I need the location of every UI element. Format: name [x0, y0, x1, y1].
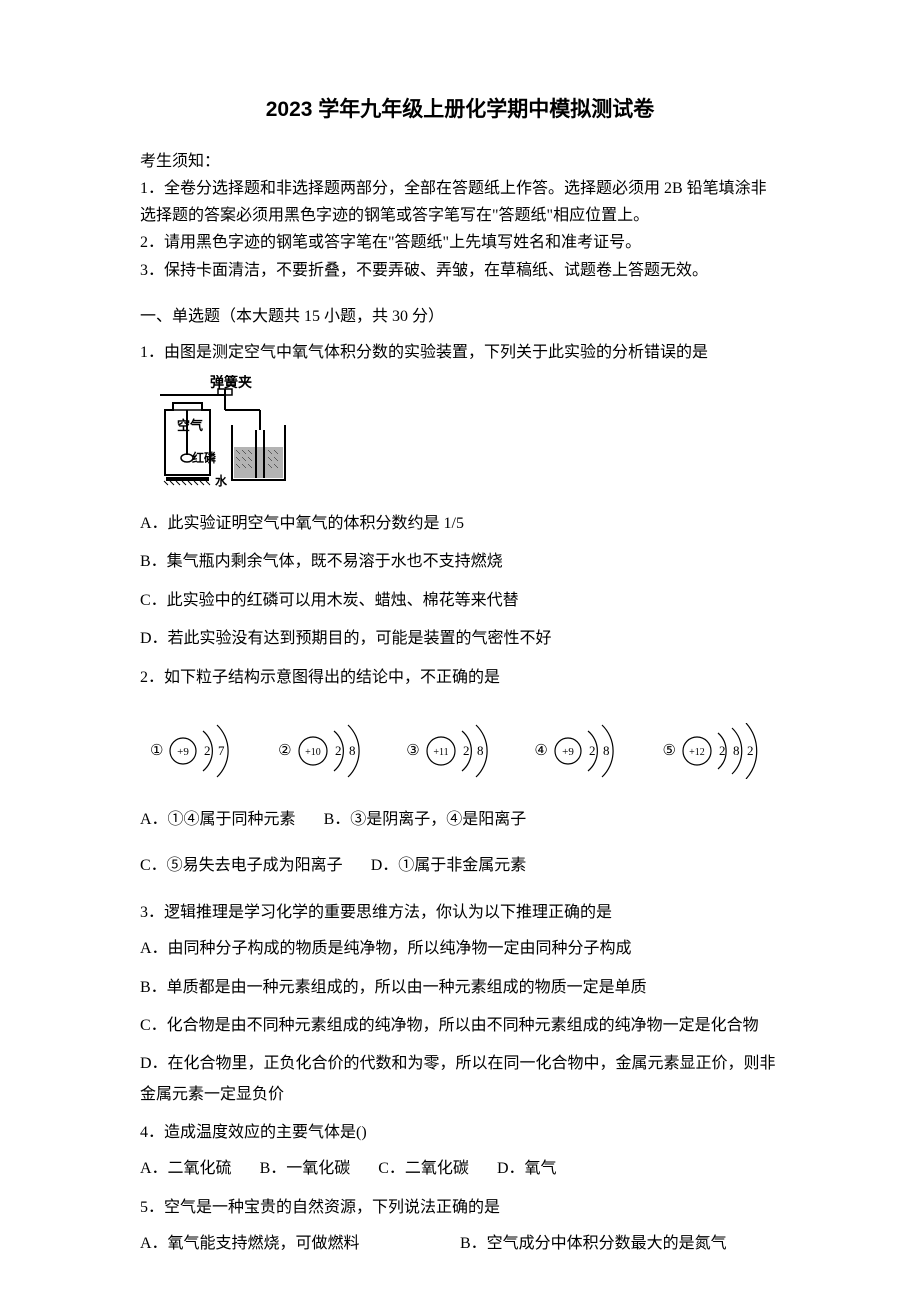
page-title: 2023 学年九年级上册化学期中模拟测试卷	[140, 90, 780, 130]
question-4-text: 4．造成温度效应的主要气体是()	[140, 1118, 780, 1148]
atom-4-shell-1: 2	[589, 743, 596, 758]
question-5: 5．空气是一种宝贵的自然资源，下列说法正确的是 A．氧气能支持燃烧，可做燃料 B…	[140, 1193, 780, 1268]
atom-3: ③ +11 2 8	[406, 723, 495, 779]
question-4-option-c: C．二氧化碳	[378, 1154, 469, 1184]
question-1: 1．由图是测定空气中氧气体积分数的实验装置，下列关于此实验的分析错误的是 弹簧夹…	[140, 338, 780, 654]
instruction-1: 1．全卷分选择题和非选择题两部分，全部在答题纸上作答。选择题必须用 2B 铅笔填…	[140, 175, 780, 229]
question-4-option-d: D．氧气	[497, 1154, 557, 1184]
question-1-text: 1．由图是测定空气中氧气体积分数的实验装置，下列关于此实验的分析错误的是	[140, 338, 780, 368]
atom-2-shell-1: 2	[335, 743, 342, 758]
question-3: 3．逻辑推理是学习化学的重要思维方法，你认为以下推理正确的是 A．由同种分子构成…	[140, 898, 780, 1110]
atom-4-shell-2: 8	[603, 743, 610, 758]
question-3-option-c: C．化合物是由不同种元素组成的纯净物，所以由不同种元素组成的纯净物一定是化合物	[140, 1011, 780, 1041]
atom-2: ② +10 2 8	[278, 723, 367, 779]
question-4-option-b: B．一氧化碳	[260, 1154, 351, 1184]
question-2-option-b: B．③是阴离子，④是阳离子	[324, 805, 527, 835]
diagram-label-water: 水	[215, 473, 228, 488]
diagram-label-air: 空气	[177, 418, 203, 433]
atom-3-shell-1: 2	[463, 743, 470, 758]
question-4: 4．造成温度效应的主要气体是() A．二氧化硫 B．一氧化碳 C．二氧化碳 D．…	[140, 1118, 780, 1185]
atom-5-label: ⑤	[663, 737, 676, 766]
question-2-option-d: D．①属于非金属元素	[371, 851, 527, 881]
instruction-3: 3．保持卡面清洁，不要折叠，不要弄破、弄皱，在草稿纸、试题卷上答题无效。	[140, 257, 780, 284]
question-1-diagram: 弹簧夹 空气 红磷	[160, 375, 780, 501]
question-5-text: 5．空气是一种宝贵的自然资源，下列说法正确的是	[140, 1193, 780, 1223]
instructions-block: 考生须知： 1．全卷分选择题和非选择题两部分，全部在答题纸上作答。选择题必须用 …	[140, 148, 780, 284]
question-2-option-c: C．⑤易失去电子成为阳离子	[140, 851, 343, 881]
atom-3-shell-2: 8	[477, 743, 484, 758]
question-1-option-c: C．此实验中的红磷可以用木炭、蜡烛、棉花等来代替	[140, 586, 780, 616]
question-1-option-b: B．集气瓶内剩余气体，既不易溶于水也不支持燃烧	[140, 547, 780, 577]
question-3-option-a: A．由同种分子构成的物质是纯净物，所以纯净物一定由同种分子构成	[140, 934, 780, 964]
question-2: 2．如下粒子结构示意图得出的结论中，不正确的是 ① +9 2 7 ② +10	[140, 663, 780, 890]
diagram-label-phosphorus: 红磷	[192, 450, 217, 465]
atom-5-shell-2: 8	[733, 743, 740, 758]
atom-1-shell-1: 2	[204, 743, 211, 758]
question-1-option-a: A．此实验证明空气中氧气的体积分数约是 1/5	[140, 509, 780, 539]
atom-4-label: ④	[534, 737, 547, 766]
atom-1-label: ①	[150, 737, 163, 766]
atom-4-core: +9	[562, 746, 574, 758]
section-1-header: 一、单选题（本大题共 15 小题，共 30 分）	[140, 302, 780, 332]
atom-2-core: +10	[305, 747, 321, 758]
atom-3-label: ③	[406, 737, 419, 766]
atom-1-shell-2: 7	[218, 743, 225, 758]
atom-3-core: +11	[433, 747, 448, 758]
question-5-option-b: B．空气成分中体积分数最大的是氮气	[460, 1229, 780, 1259]
atom-5-shell-3: 2	[747, 743, 754, 758]
instruction-2: 2．请用黑色字迹的钢笔或答字笔在"答题纸"上先填写姓名和准考证号。	[140, 229, 780, 256]
question-3-option-d: D．在化合物里，正负化合价的代数和为零，所以在同一化合物中，金属元素显正价，则非…	[140, 1049, 780, 1110]
atom-5: ⑤ +12 2 8 2	[663, 723, 770, 779]
atom-2-label: ②	[278, 737, 291, 766]
atom-5-core: +12	[689, 747, 705, 758]
atom-1: ① +9 2 7	[150, 723, 239, 779]
atom-4: ④ +9 2 8	[534, 723, 623, 779]
question-2-option-a: A．①④属于同种元素	[140, 805, 296, 835]
instructions-header: 考生须知：	[140, 148, 780, 175]
question-4-option-a: A．二氧化硫	[140, 1154, 232, 1184]
question-1-option-d: D．若此实验没有达到预期目的，可能是装置的气密性不好	[140, 624, 780, 654]
atom-1-core: +9	[178, 746, 190, 758]
atom-diagrams: ① +9 2 7 ② +10 2 8	[140, 723, 780, 779]
atom-2-shell-2: 8	[349, 743, 356, 758]
question-2-text: 2．如下粒子结构示意图得出的结论中，不正确的是	[140, 663, 780, 693]
question-3-option-b: B．单质都是由一种元素组成的，所以由一种元素组成的物质一定是单质	[140, 973, 780, 1003]
question-5-option-a: A．氧气能支持燃烧，可做燃料	[140, 1229, 460, 1259]
atom-5-shell-1: 2	[719, 743, 726, 758]
question-3-text: 3．逻辑推理是学习化学的重要思维方法，你认为以下推理正确的是	[140, 898, 780, 928]
